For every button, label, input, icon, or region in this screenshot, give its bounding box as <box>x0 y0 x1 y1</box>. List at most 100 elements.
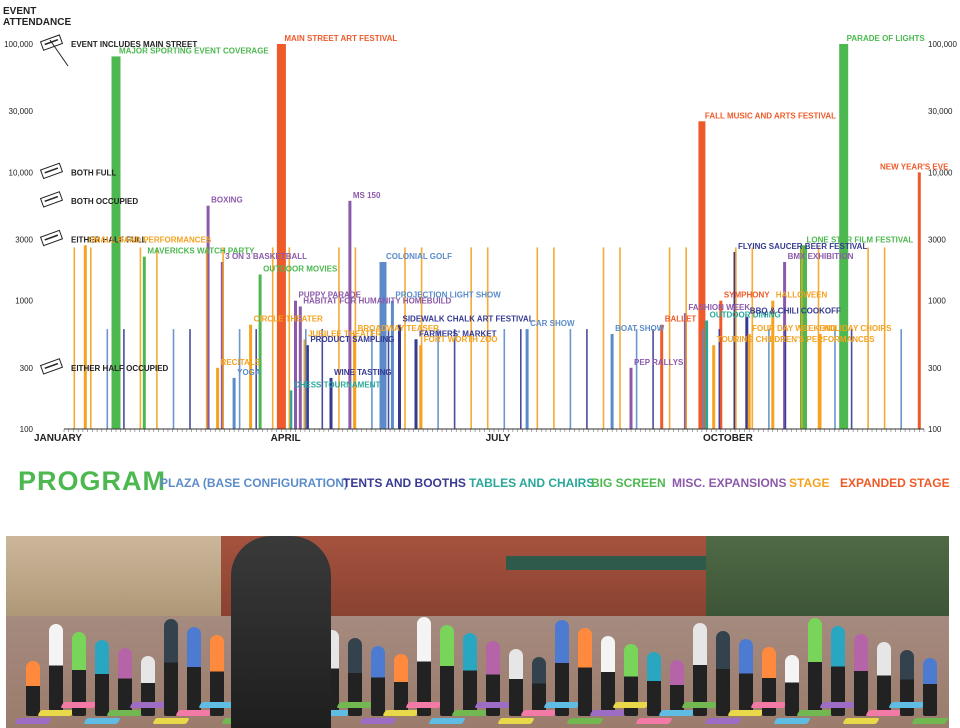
legend-item-plaza: PLAZA (BASE CONFIGURATION) <box>160 476 348 490</box>
photo-yoga-participant <box>440 625 454 716</box>
event-label: HABITAT FOR HUMANITY HOMEBUILD <box>303 297 451 306</box>
event-label: BOXING <box>211 196 243 205</box>
photo-yoga-participant <box>647 652 661 716</box>
event-bar <box>839 44 849 429</box>
weekly-bar <box>123 329 125 429</box>
weekly-bar <box>784 329 787 429</box>
yoga-class-photo <box>6 536 949 728</box>
event-label: BMX EXHIBITION <box>788 252 854 261</box>
photo-yoga-mat <box>428 718 466 724</box>
photo-foreground-person <box>231 536 331 728</box>
weekly-bar <box>404 247 406 429</box>
photo-yoga-participant <box>417 617 431 716</box>
event-label: MAJOR SPORTING EVENT COVERAGE <box>119 46 269 55</box>
photo-yoga-participant <box>371 646 385 716</box>
photo-yoga-mat <box>635 718 673 724</box>
weekly-bar <box>371 329 373 429</box>
event-label: FASHION WEEK <box>688 303 750 312</box>
event-label: WINE TASTING <box>334 368 392 377</box>
weekly-bar <box>553 247 555 429</box>
weekly-bar <box>834 329 836 429</box>
weekly-bar <box>387 329 390 429</box>
photo-yoga-mat <box>175 710 213 716</box>
photo-yoga-participant <box>532 657 546 716</box>
photo-yoga-participant <box>463 633 477 716</box>
weekly-bar <box>420 247 423 429</box>
event-bar <box>747 334 751 429</box>
photo-yoga-mat <box>106 710 144 716</box>
event-label: PUPPY PARADE <box>299 291 362 300</box>
photo-yoga-mat <box>888 702 926 708</box>
event-label: PEP RALLYS <box>634 358 684 367</box>
y-tick-label-left: 100 <box>20 425 34 434</box>
event-bar <box>329 377 333 429</box>
photo-yoga-mat <box>566 718 604 724</box>
event-label: HALLOWEEN <box>776 291 828 300</box>
weekly-bar <box>619 247 621 429</box>
weekly-bar <box>801 247 803 429</box>
photo-yoga-participant <box>762 647 776 716</box>
weekly-bar <box>602 247 605 429</box>
y-tick-label-left: 300 <box>20 364 34 373</box>
event-bar <box>525 329 529 429</box>
photo-yoga-participant <box>509 649 523 716</box>
photo-yoga-mat <box>14 718 52 724</box>
photo-yoga-mat <box>911 718 949 724</box>
event-bar <box>698 121 706 430</box>
photo-yoga-mat <box>520 710 558 716</box>
photo-yoga-participant <box>900 650 914 716</box>
y-tick-label-left: 1000 <box>15 297 33 306</box>
weekly-bar <box>470 247 472 429</box>
photo-yoga-participant <box>555 620 569 716</box>
photo-yoga-participant <box>164 619 178 716</box>
event-label: COLONIAL GOLF <box>386 252 452 261</box>
event-label: RECITALS <box>221 358 261 367</box>
event-bar <box>216 367 220 429</box>
event-bar <box>390 300 394 429</box>
weekly-bar <box>222 247 224 429</box>
event-label: LONE STAR FILM FESTIVAL <box>807 235 914 244</box>
program-legend: PROGRAM PLAZA (BASE CONFIGURATION) TENTS… <box>0 462 960 506</box>
event-bar <box>298 306 302 429</box>
weekly-bar <box>817 247 820 429</box>
main-street-pointer <box>49 39 69 67</box>
weekly-bar <box>701 329 704 429</box>
event-label: SIDEWALK CHALK ART FESTIVAL <box>402 315 533 324</box>
occupancy-label: BOTH OCCUPIED <box>71 197 138 206</box>
photo-yoga-participant <box>693 623 707 716</box>
weekly-bar <box>172 329 175 429</box>
event-bar <box>414 339 418 429</box>
event-bar <box>111 56 121 430</box>
photo-yoga-mat <box>382 710 420 716</box>
event-bar <box>745 316 749 429</box>
photo-yoga-mat <box>451 710 489 716</box>
labels-layer: MAIN STREET ART FESTIVAL MAJOR SPORTING E… <box>88 34 949 389</box>
legend-item-misc: MISC. EXPANSIONS <box>672 476 787 490</box>
photo-trees <box>706 536 949 616</box>
weekly-bar <box>156 247 158 429</box>
photo-yoga-mat <box>681 702 719 708</box>
weekly-bar <box>883 247 886 429</box>
photo-building-left <box>6 536 221 631</box>
weekly-bar <box>751 247 754 429</box>
legend-item-expanded-stage: EXPANDED STAGE <box>840 476 950 490</box>
y-tick-label-right: 10,000 <box>928 168 953 177</box>
photo-yoga-participant <box>578 628 592 716</box>
event-label: FARMERS' MARKET <box>419 329 497 338</box>
weekly-bar <box>520 329 522 429</box>
occupancy-icon <box>39 358 64 375</box>
weekly-bar <box>305 329 307 429</box>
photo-yoga-participant <box>141 656 155 716</box>
legend-item-big-screen: BIG SCREEN <box>591 476 666 490</box>
photo-yoga-participant <box>348 638 362 716</box>
y-tick-label-right: 100,000 <box>928 40 957 49</box>
event-label: NEW YEAR'S EVE <box>880 162 949 171</box>
photo-yoga-participant <box>118 648 132 716</box>
event-bar <box>294 300 297 429</box>
y-axis-title: EVENT <box>3 6 36 17</box>
event-bar <box>305 345 309 429</box>
event-label: BOAT SHOW <box>615 324 665 333</box>
event-bar <box>771 300 775 429</box>
photo-yoga-participant <box>831 626 845 716</box>
photo-yoga-participant <box>785 655 799 716</box>
